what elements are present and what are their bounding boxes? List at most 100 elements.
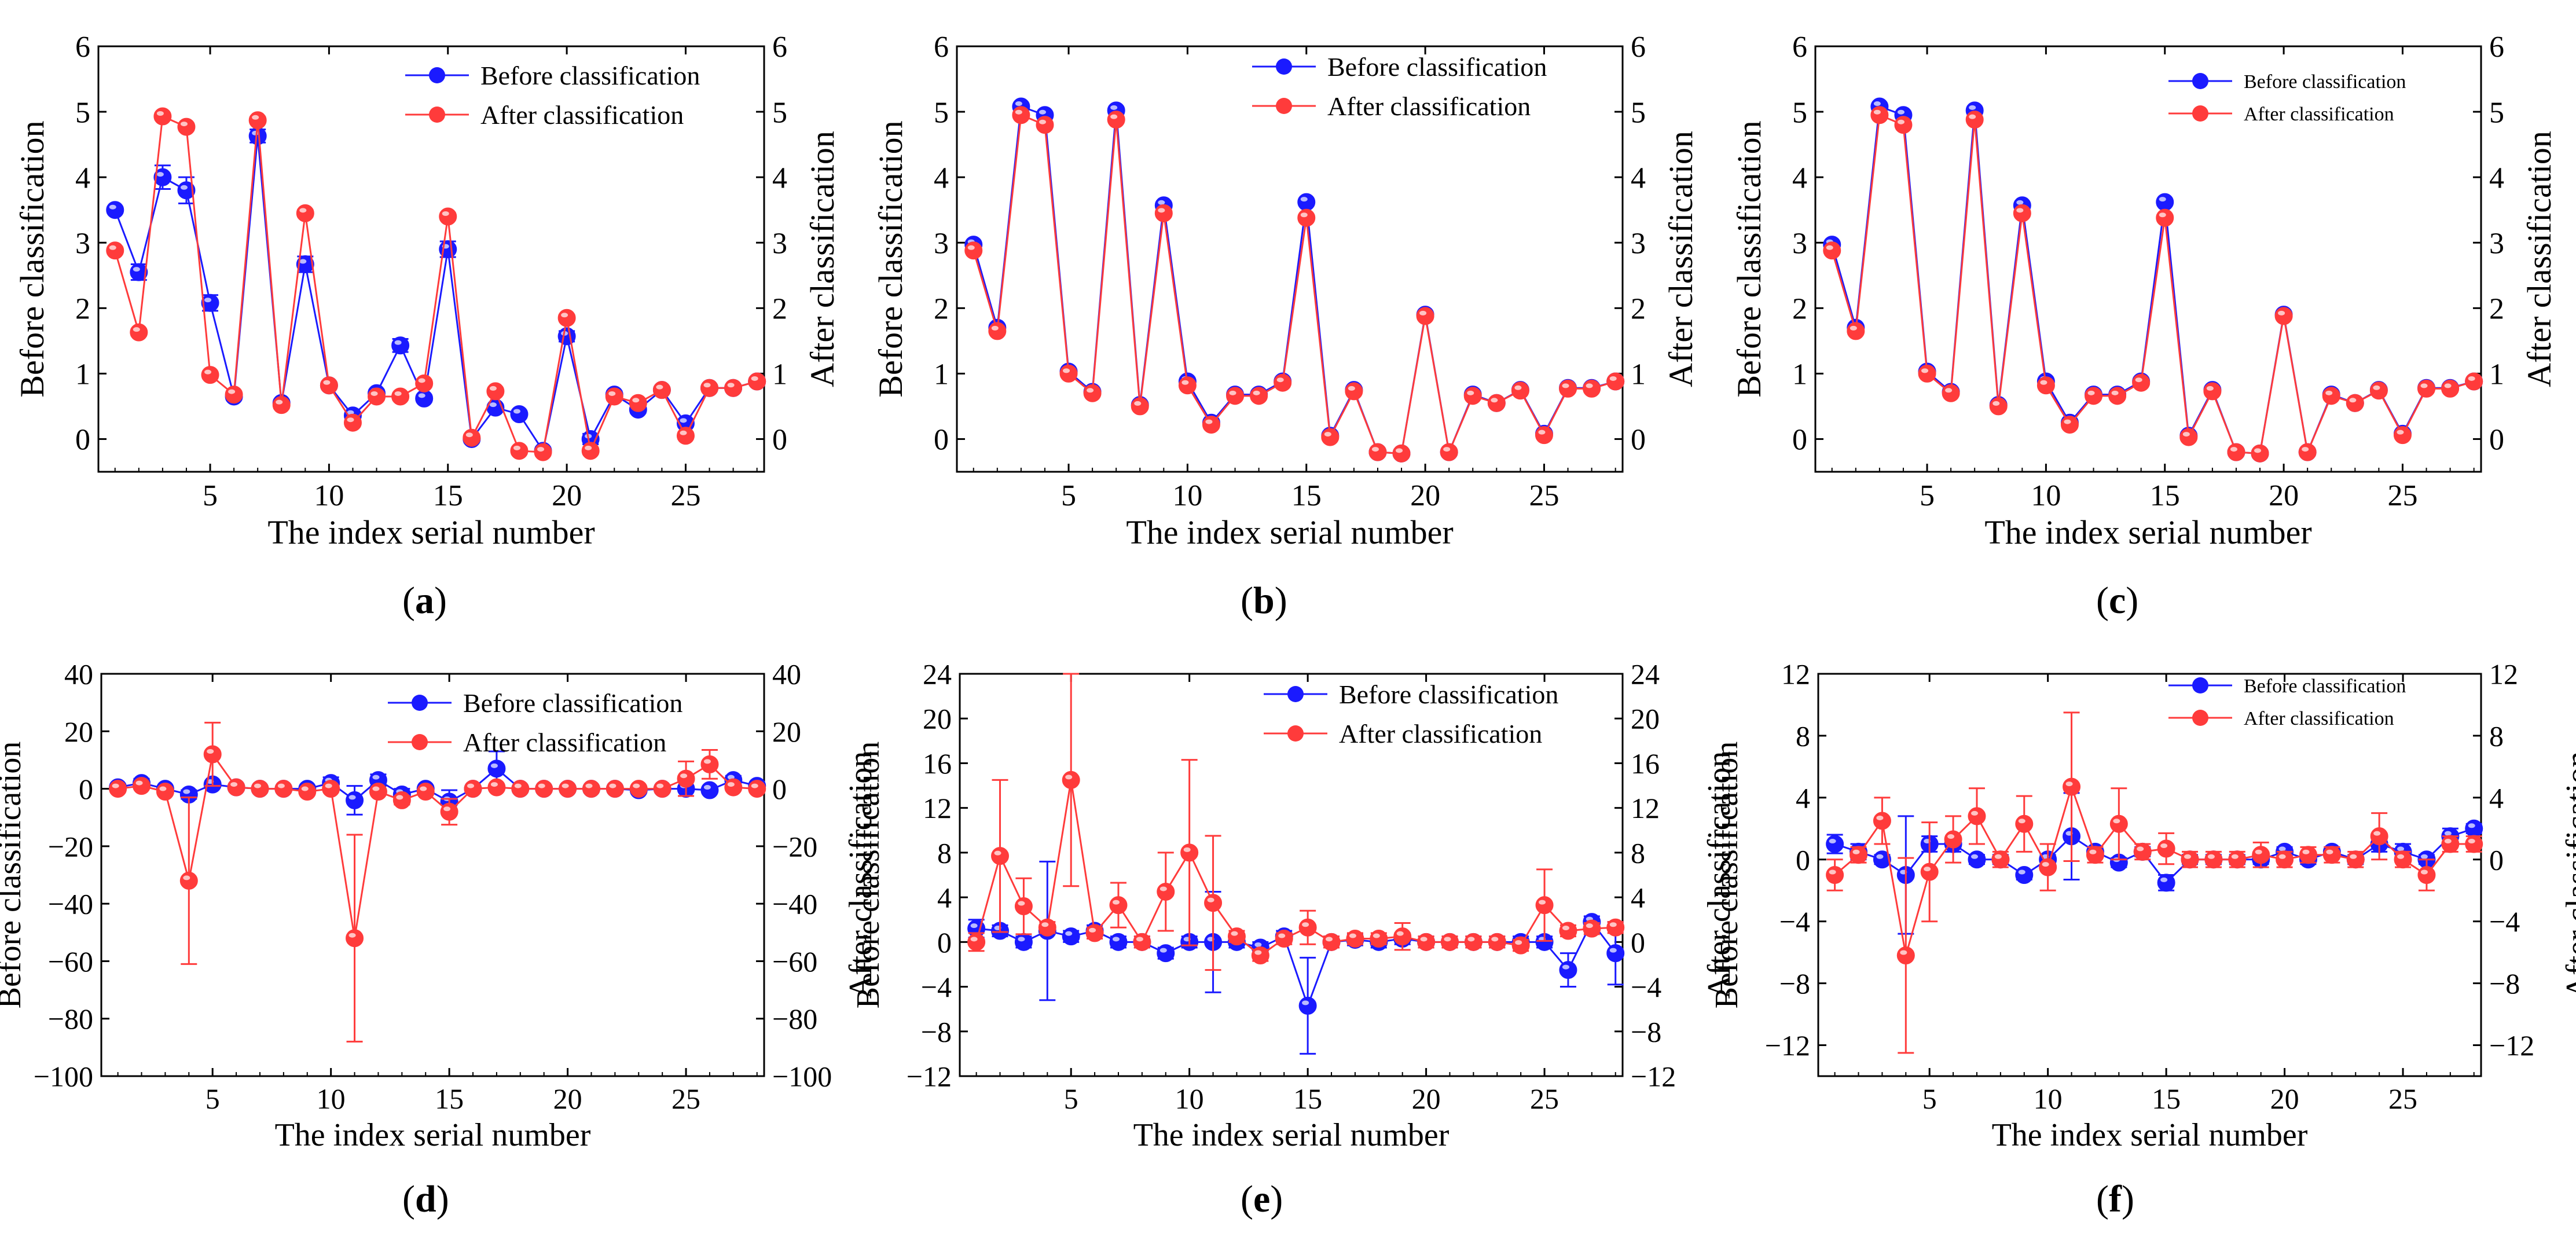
data-point-before — [1157, 944, 1175, 963]
data-point-after — [1968, 807, 1986, 825]
data-point-before — [1014, 933, 1033, 951]
data-point-highlight — [1419, 310, 1427, 315]
y2-tick-label: −8 — [2489, 967, 2520, 1000]
data-point-highlight — [204, 298, 212, 303]
data-point-highlight — [2207, 854, 2215, 859]
y2-tick-label: 4 — [2489, 781, 2504, 814]
x-tick-label: 10 — [1175, 1082, 1204, 1115]
data-point-after — [511, 780, 530, 798]
data-point-after — [133, 777, 151, 795]
caption-f: (f) — [2096, 1178, 2134, 1220]
legend-marker-after — [412, 734, 428, 750]
data-point-highlight — [133, 327, 140, 332]
data-point-highlight — [1873, 101, 1881, 107]
chart-b: 5 10 15 20 25 0 1 2 3 4 5 6 0 1 2 3 4 5 6 The index serial … — [872, 31, 1700, 551]
data-point-highlight — [1039, 119, 1046, 124]
data-point-highlight — [1586, 923, 1593, 929]
data-point-after — [1991, 850, 2010, 869]
y2-axis-label: After classification — [843, 751, 879, 999]
y-tick-label: 20 — [923, 703, 952, 735]
data-point-highlight — [1065, 931, 1073, 936]
x-axis-label: The index serial number — [1992, 1117, 2308, 1153]
data-point-highlight — [325, 783, 332, 788]
data-point-highlight — [2420, 383, 2428, 388]
y-tick-label: −8 — [1779, 967, 1810, 1000]
data-point-highlight — [2040, 380, 2047, 385]
x-tick-label: 5 — [1922, 1082, 1937, 1115]
data-point-after — [1487, 394, 1506, 412]
x-tick-label: 15 — [1293, 1082, 1322, 1115]
legend-label-before: Before classification — [2244, 676, 2406, 697]
panel-d: 5 10 15 20 25 −100 −80 −60 −40 −20 0 20 40 −100 −80 −60… — [0, 628, 879, 1255]
x-tick-label: 20 — [1410, 479, 1440, 512]
legend-marker-before — [429, 67, 445, 83]
data-point-highlight — [703, 785, 711, 790]
data-point-before — [391, 336, 410, 355]
y-tick-label: 6 — [934, 31, 949, 64]
data-point-highlight — [109, 204, 116, 210]
x-tick-label: 20 — [2269, 479, 2299, 512]
data-point-after — [1012, 106, 1030, 124]
data-point-highlight — [2184, 854, 2192, 859]
y2-tick-label: 0 — [772, 773, 787, 805]
y-tick-label: −100 — [34, 1060, 93, 1093]
data-point-highlight — [1324, 432, 1331, 437]
data-point-highlight — [703, 383, 711, 388]
y-tick-label: −12 — [1765, 1029, 1810, 1062]
data-point-after — [1463, 387, 1482, 405]
data-point-highlight — [727, 782, 735, 787]
data-point-highlight — [2326, 849, 2333, 854]
plot-frame — [956, 45, 1624, 473]
plot-frame — [1814, 45, 2482, 473]
x-tick-label: 25 — [671, 1082, 700, 1115]
data-point-after — [1464, 933, 1483, 951]
legend-label-before: Before classification — [480, 61, 700, 90]
data-point-after — [629, 394, 647, 412]
data-point-highlight — [2302, 447, 2309, 452]
x-tick-label: 15 — [2150, 479, 2180, 512]
data-point-after — [440, 802, 458, 821]
data-point-before — [1062, 927, 1080, 946]
data-point-after — [320, 376, 338, 395]
y2-axis-label: After classification — [1701, 751, 1737, 999]
data-point-highlight — [1444, 937, 1451, 942]
y2-tick-label: −12 — [2489, 1029, 2534, 1062]
data-point-highlight — [2397, 846, 2405, 852]
caption-b: (b) — [1241, 579, 1287, 622]
data-point-after — [1322, 933, 1341, 951]
data-point-after — [2228, 850, 2247, 869]
panel-a: 5 10 15 20 25 0 1 2 3 4 5 6 0 1 2 3 4 5 6 The index serial … — [0, 0, 858, 628]
y2-tick-label: 5 — [2489, 96, 2504, 129]
y2-tick-label: 5 — [1631, 96, 1646, 129]
data-point-highlight — [1491, 937, 1499, 942]
x-tick-label: 25 — [1530, 1082, 1559, 1115]
data-point-after — [2441, 379, 2460, 398]
data-point-highlight — [1348, 386, 1355, 391]
data-point-after — [652, 381, 671, 399]
data-point-highlight — [254, 783, 261, 788]
data-point-after — [677, 769, 695, 788]
y-tick-label: 1 — [1792, 358, 1807, 391]
legend-label-before: Before classification — [1339, 680, 1558, 709]
data-point-after — [1368, 443, 1387, 461]
x-tick-label: 10 — [1172, 479, 1202, 512]
data-point-before — [557, 327, 576, 346]
legend-marker-before — [412, 695, 428, 711]
data-point-after — [1559, 922, 1577, 940]
data-point-after — [251, 780, 269, 798]
legend-marker-after — [1287, 725, 1304, 742]
caption-a: (a) — [402, 579, 447, 622]
y-tick-label: −8 — [921, 1015, 952, 1048]
data-point-highlight — [2016, 208, 2024, 213]
data-point-highlight — [513, 445, 520, 450]
data-point-after — [1606, 918, 1625, 937]
x-tick-label: 20 — [553, 1082, 582, 1115]
data-point-highlight — [970, 923, 978, 929]
data-point-after — [1370, 930, 1388, 948]
y-tick-label: 5 — [934, 96, 949, 129]
data-point-highlight — [2254, 448, 2262, 453]
data-point-highlight — [1538, 430, 1546, 435]
data-point-before — [106, 201, 124, 219]
data-point-after — [296, 204, 314, 222]
data-point-highlight — [2231, 854, 2239, 859]
